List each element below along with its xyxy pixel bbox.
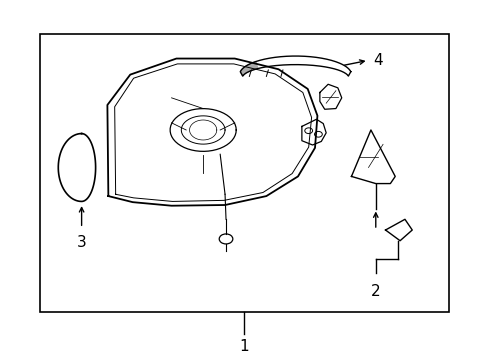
Text: 2: 2 <box>370 284 380 298</box>
Polygon shape <box>240 62 257 76</box>
Text: 3: 3 <box>77 235 86 250</box>
Text: 1: 1 <box>239 339 249 354</box>
Bar <box>40 33 448 312</box>
Text: 4: 4 <box>372 53 382 68</box>
